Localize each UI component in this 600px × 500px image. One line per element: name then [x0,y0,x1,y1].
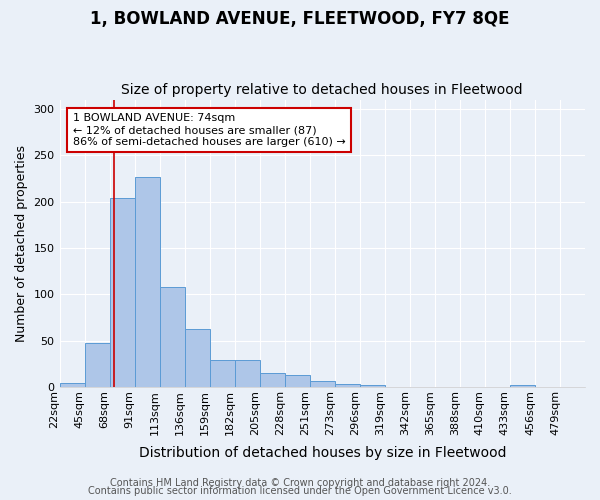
Bar [360,385,385,387]
Bar [310,382,335,387]
Bar [235,360,260,387]
Text: Contains public sector information licensed under the Open Government Licence v3: Contains public sector information licen… [88,486,512,496]
Bar [510,385,535,387]
Bar [134,178,160,387]
Text: Contains HM Land Registry data © Crown copyright and database right 2024.: Contains HM Land Registry data © Crown c… [110,478,490,488]
Y-axis label: Number of detached properties: Number of detached properties [15,145,28,342]
Bar [335,384,360,387]
Bar [260,373,285,387]
Text: 1, BOWLAND AVENUE, FLEETWOOD, FY7 8QE: 1, BOWLAND AVENUE, FLEETWOOD, FY7 8QE [90,10,510,28]
X-axis label: Distribution of detached houses by size in Fleetwood: Distribution of detached houses by size … [139,446,506,460]
Bar [185,328,209,387]
Bar [85,344,110,387]
Bar [160,287,185,387]
Bar [209,360,235,387]
Bar [59,384,85,387]
Bar [285,375,310,387]
Bar [110,198,134,387]
Text: 1 BOWLAND AVENUE: 74sqm
← 12% of detached houses are smaller (87)
86% of semi-de: 1 BOWLAND AVENUE: 74sqm ← 12% of detache… [73,114,346,146]
Title: Size of property relative to detached houses in Fleetwood: Size of property relative to detached ho… [121,83,523,97]
